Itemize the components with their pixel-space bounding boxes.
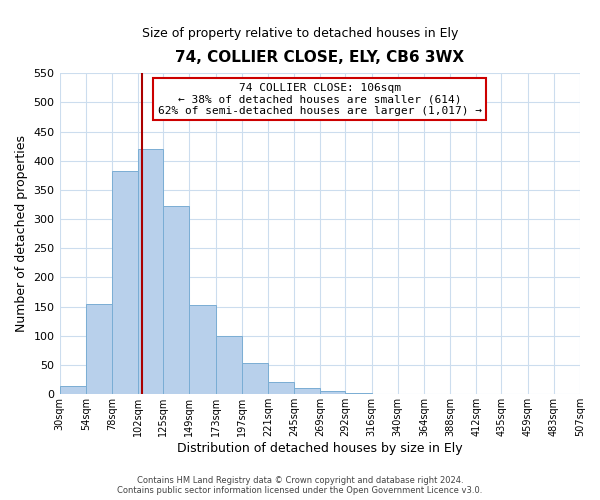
Bar	[59, 386, 86, 394]
Y-axis label: Number of detached properties: Number of detached properties	[15, 135, 28, 332]
Bar	[320, 392, 346, 394]
Bar	[346, 393, 371, 394]
Bar	[242, 363, 268, 394]
Bar	[86, 304, 112, 394]
Bar	[190, 305, 215, 394]
Bar	[294, 388, 320, 394]
Bar	[163, 206, 190, 394]
Text: Size of property relative to detached houses in Ely: Size of property relative to detached ho…	[142, 28, 458, 40]
Text: Contains HM Land Registry data © Crown copyright and database right 2024.
Contai: Contains HM Land Registry data © Crown c…	[118, 476, 482, 495]
X-axis label: Distribution of detached houses by size in Ely: Distribution of detached houses by size …	[177, 442, 463, 455]
Bar	[268, 382, 294, 394]
Bar	[138, 149, 163, 394]
Bar	[112, 170, 138, 394]
Bar	[215, 336, 242, 394]
Text: 74 COLLIER CLOSE: 106sqm
← 38% of detached houses are smaller (614)
62% of semi-: 74 COLLIER CLOSE: 106sqm ← 38% of detach…	[158, 82, 482, 116]
Title: 74, COLLIER CLOSE, ELY, CB6 3WX: 74, COLLIER CLOSE, ELY, CB6 3WX	[175, 50, 464, 65]
